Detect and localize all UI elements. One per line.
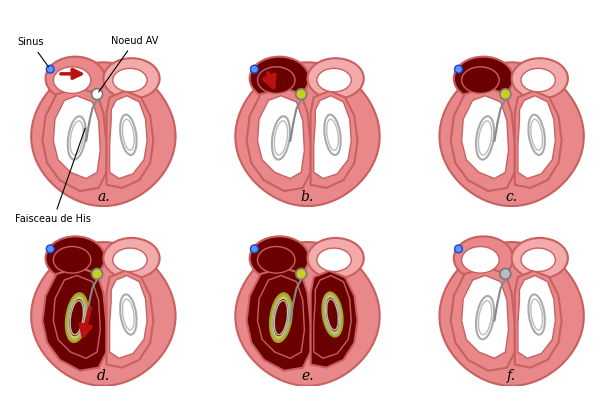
- Circle shape: [454, 245, 462, 253]
- Polygon shape: [314, 96, 351, 178]
- Ellipse shape: [46, 236, 105, 280]
- Text: c.: c.: [506, 189, 518, 204]
- Text: f.: f.: [507, 369, 516, 383]
- Polygon shape: [518, 276, 555, 358]
- Ellipse shape: [317, 248, 351, 272]
- Polygon shape: [236, 62, 379, 206]
- Text: a.: a.: [97, 189, 109, 204]
- Text: Sinus: Sinus: [17, 37, 49, 67]
- Polygon shape: [440, 62, 584, 206]
- Polygon shape: [451, 88, 515, 191]
- Polygon shape: [236, 242, 379, 386]
- Text: d.: d.: [97, 369, 110, 383]
- Polygon shape: [462, 276, 509, 358]
- Ellipse shape: [54, 67, 91, 93]
- Circle shape: [454, 65, 462, 73]
- Ellipse shape: [462, 67, 499, 93]
- Ellipse shape: [258, 247, 295, 273]
- Circle shape: [46, 245, 54, 253]
- Polygon shape: [311, 91, 357, 188]
- Ellipse shape: [308, 58, 363, 99]
- Circle shape: [46, 65, 54, 73]
- Text: b.: b.: [301, 189, 314, 204]
- Ellipse shape: [274, 299, 288, 336]
- Ellipse shape: [103, 238, 160, 278]
- Polygon shape: [314, 276, 351, 358]
- Polygon shape: [54, 276, 100, 358]
- Ellipse shape: [308, 238, 363, 278]
- Polygon shape: [106, 91, 153, 188]
- Polygon shape: [247, 268, 311, 371]
- Polygon shape: [42, 88, 106, 191]
- Ellipse shape: [250, 57, 309, 100]
- Ellipse shape: [271, 294, 292, 341]
- Polygon shape: [258, 276, 304, 358]
- Ellipse shape: [113, 248, 147, 272]
- Polygon shape: [54, 96, 100, 178]
- Polygon shape: [440, 242, 584, 386]
- Circle shape: [296, 268, 307, 279]
- Polygon shape: [451, 268, 515, 371]
- Polygon shape: [462, 96, 509, 178]
- Polygon shape: [106, 271, 153, 368]
- Polygon shape: [31, 62, 175, 206]
- Ellipse shape: [258, 67, 295, 93]
- Ellipse shape: [521, 248, 555, 272]
- Ellipse shape: [46, 57, 105, 100]
- Circle shape: [500, 89, 511, 100]
- Text: Faisceau de His: Faisceau de His: [15, 128, 91, 225]
- Ellipse shape: [103, 58, 160, 99]
- Ellipse shape: [512, 238, 568, 278]
- Polygon shape: [311, 271, 357, 368]
- Polygon shape: [109, 276, 147, 358]
- Polygon shape: [258, 96, 304, 178]
- Polygon shape: [109, 96, 147, 178]
- Circle shape: [500, 268, 511, 279]
- Ellipse shape: [323, 293, 343, 336]
- Circle shape: [250, 245, 258, 253]
- Ellipse shape: [454, 236, 513, 280]
- Ellipse shape: [250, 236, 309, 280]
- Polygon shape: [31, 242, 175, 386]
- Ellipse shape: [512, 58, 568, 99]
- Ellipse shape: [66, 294, 87, 341]
- Polygon shape: [42, 268, 106, 371]
- Ellipse shape: [69, 299, 84, 336]
- Circle shape: [250, 65, 258, 73]
- Polygon shape: [515, 91, 561, 188]
- Ellipse shape: [317, 68, 351, 92]
- Ellipse shape: [462, 247, 499, 273]
- Polygon shape: [515, 271, 561, 368]
- Ellipse shape: [113, 68, 147, 92]
- Polygon shape: [247, 88, 311, 191]
- Circle shape: [296, 89, 307, 100]
- Ellipse shape: [326, 297, 339, 331]
- Circle shape: [92, 268, 103, 279]
- Ellipse shape: [454, 57, 513, 100]
- Ellipse shape: [54, 247, 91, 273]
- Text: Noeud AV: Noeud AV: [99, 36, 159, 92]
- Text: e.: e.: [301, 369, 314, 383]
- Polygon shape: [518, 96, 555, 178]
- Circle shape: [92, 89, 103, 100]
- Ellipse shape: [521, 68, 555, 92]
